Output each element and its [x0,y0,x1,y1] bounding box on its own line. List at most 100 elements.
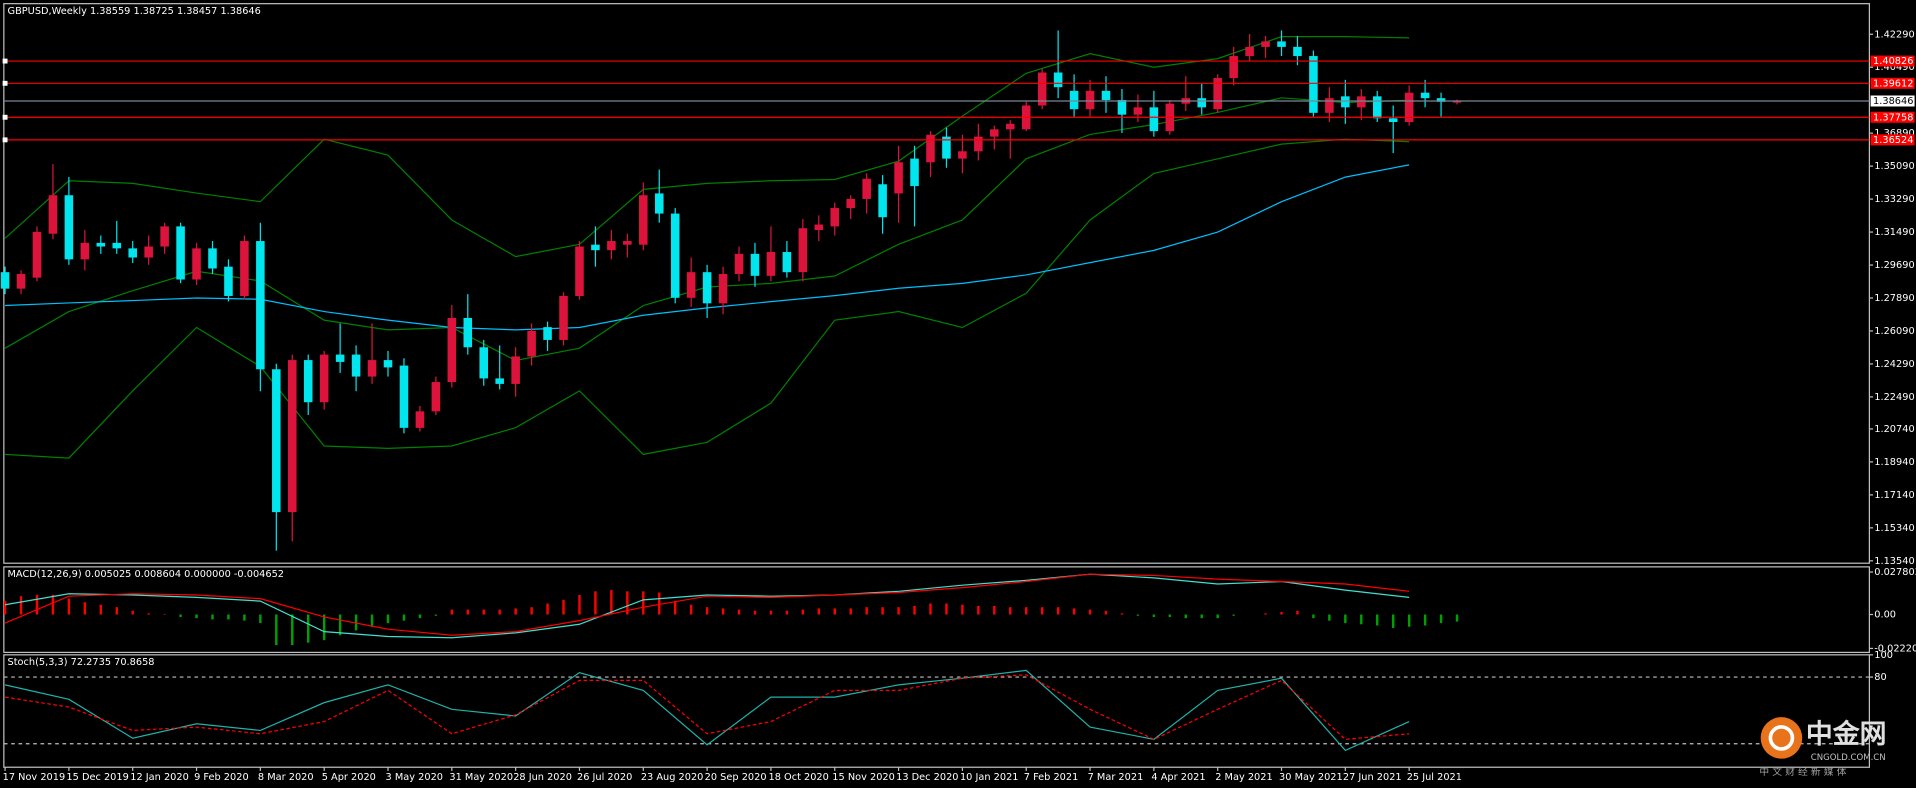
candle-body [383,360,393,368]
candle-body [974,136,983,152]
x-tick-label: 10 Jan 2021 [960,772,1019,783]
candle-body [272,369,281,513]
panel-title: GBPUSD,Weekly 1.38559 1.38725 1.38457 1.… [8,6,261,17]
candle-body [734,253,744,275]
candle-body [1037,72,1047,106]
indicator-line [5,138,1410,459]
candle-body [1245,46,1254,57]
candle-body [1197,98,1207,108]
candle-body [990,129,999,137]
candle-body [1005,123,1015,130]
indicator-line [4,573,1410,636]
candle-body [1213,78,1222,110]
candle-body [208,248,217,269]
y-tick-label: -0.022201 [1874,643,1916,654]
y-tick-label: 1.36890 [1874,128,1914,139]
candle-body [192,248,201,280]
y-tick-label: 1.35090 [1874,161,1914,172]
candle-body [1085,90,1095,110]
candle-body [256,241,265,370]
candle-body [1341,96,1350,108]
level-label: 1.36524 [1873,135,1913,146]
candle-body [543,327,552,340]
candle-body [639,195,648,245]
y-tick-label: 100 [1874,650,1893,661]
y-tick-label: 1.31490 [1874,227,1914,238]
x-tick-label: 28 Jun 2020 [513,772,572,783]
candle-body [1420,92,1430,99]
x-tick-label: 31 May 2020 [449,772,513,783]
candle-body [623,241,632,245]
y-tick-label: 1.17140 [1874,490,1914,501]
candle-body [1053,72,1063,88]
candle-body [575,246,584,296]
logo [1760,717,1803,759]
x-tick-label: 4 Apr 2021 [1151,772,1205,783]
candle-body [463,317,473,348]
candle-body [718,274,728,304]
candle-body [367,360,377,377]
candle-body [319,354,329,403]
candle-body [144,246,153,258]
y-tick-label: 1.22490 [1874,392,1914,403]
logo-ring [1768,725,1795,751]
candle-body [591,244,600,251]
candle-body [176,226,185,280]
plots: 1.42290 1.40490 1.36890 1.35090 1.33290 1.314… [0,6,1916,783]
level-handle [2,114,8,120]
candle-body [96,242,106,247]
site: CNGOLD.COM.CN [1811,753,1886,763]
y-tick-label: 1.29690 [1874,260,1914,271]
candle-body [1149,107,1159,132]
x-tick-label: 15 Dec 2019 [66,772,128,783]
x-tick-label: 23 Aug 2020 [641,772,704,783]
candle-body [559,295,568,340]
candle-body [1309,56,1318,113]
candle-body [128,248,137,258]
stoch-frame [3,654,1871,768]
y-tick-label: 0.027803 [1874,567,1916,578]
x-tick-label: 8 Mar 2020 [258,772,314,783]
level-label: 1.40826 [1873,56,1913,67]
x-tick-label: 15 Nov 2020 [832,772,895,783]
y-tick-label: 1.20740 [1874,424,1914,435]
level-label-box [1870,134,1915,146]
x-tick-label: 3 May 2020 [386,772,443,783]
candle-body [224,266,233,296]
panel-title: Stoch(5,3,3) 72.2735 70.8658 [8,657,155,668]
x-tick-label: 7 Mar 2021 [1088,772,1144,783]
candle-body [415,411,425,428]
candle-body [894,162,903,194]
indicator-line [4,36,1410,258]
indicator-line [4,674,1410,741]
candle-body [303,360,313,403]
candle-body [431,382,441,412]
candle-body [48,195,58,234]
x-tick-label: 17 Nov 2019 [3,772,66,783]
candle-body [351,354,361,377]
candle-body [335,354,345,362]
x-tick-label: 30 May 2021 [1279,772,1343,783]
candle-body [686,272,696,298]
candle-body [670,213,680,298]
candle-body [910,158,919,187]
x-tick-label: 18 Oct 2020 [768,772,828,783]
candle-body [1388,118,1398,122]
candle-body [702,272,712,304]
candle-body [926,134,935,163]
brand: 中金网 [1806,718,1887,750]
indicator-line [4,573,1410,639]
candle-body [1117,100,1127,115]
candle-body [830,208,840,227]
level-label: 1.37758 [1873,112,1913,123]
y-tick-label: 80 [1874,672,1886,683]
candle-body [287,360,297,513]
x-tick-label: 7 Feb 2021 [1024,772,1079,783]
candle-body [942,136,951,159]
candle-body [240,241,249,296]
candle-body [495,378,504,384]
y-tick-label: 1.15340 [1874,523,1914,534]
